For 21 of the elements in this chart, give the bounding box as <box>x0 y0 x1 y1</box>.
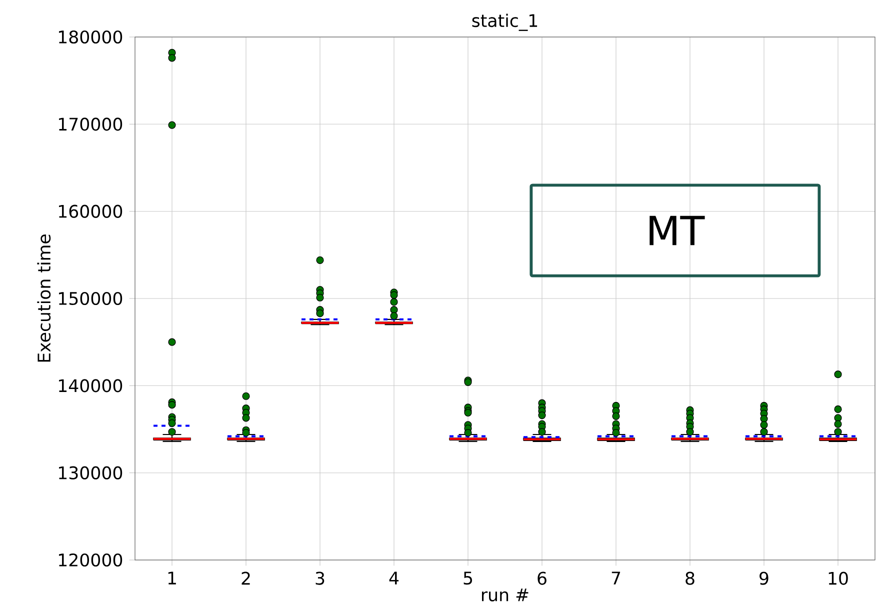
x-tick-label: 10 <box>828 572 848 585</box>
x-tick-label: 7 <box>612 572 620 584</box>
x-tick-label: 6 <box>538 572 546 585</box>
y-tick-label: 120000 <box>59 553 122 567</box>
y-tick-label: 150000 <box>59 292 122 306</box>
x-axis-title: run # <box>482 588 528 602</box>
y-tick-label: 140000 <box>59 379 122 392</box>
x-tick-label: 1 <box>168 572 176 584</box>
chart-title: static_1 <box>472 14 538 31</box>
x-tick-label: 3 <box>316 572 324 585</box>
y-tick-label: 170000 <box>59 118 122 131</box>
x-tick-label: 9 <box>760 572 768 585</box>
y-axis-title: Execution time <box>37 234 51 362</box>
y-tick-label: 180000 <box>59 30 122 44</box>
y-tick-label: 130000 <box>59 466 122 480</box>
annotation: MT <box>650 216 705 246</box>
x-tick-label: 2 <box>242 572 250 585</box>
x-tick-label: 8 <box>686 572 694 585</box>
y-tick-label: 160000 <box>59 204 122 218</box>
x-tick-label: 4 <box>389 572 399 584</box>
x-tick-label: 5 <box>464 572 472 585</box>
